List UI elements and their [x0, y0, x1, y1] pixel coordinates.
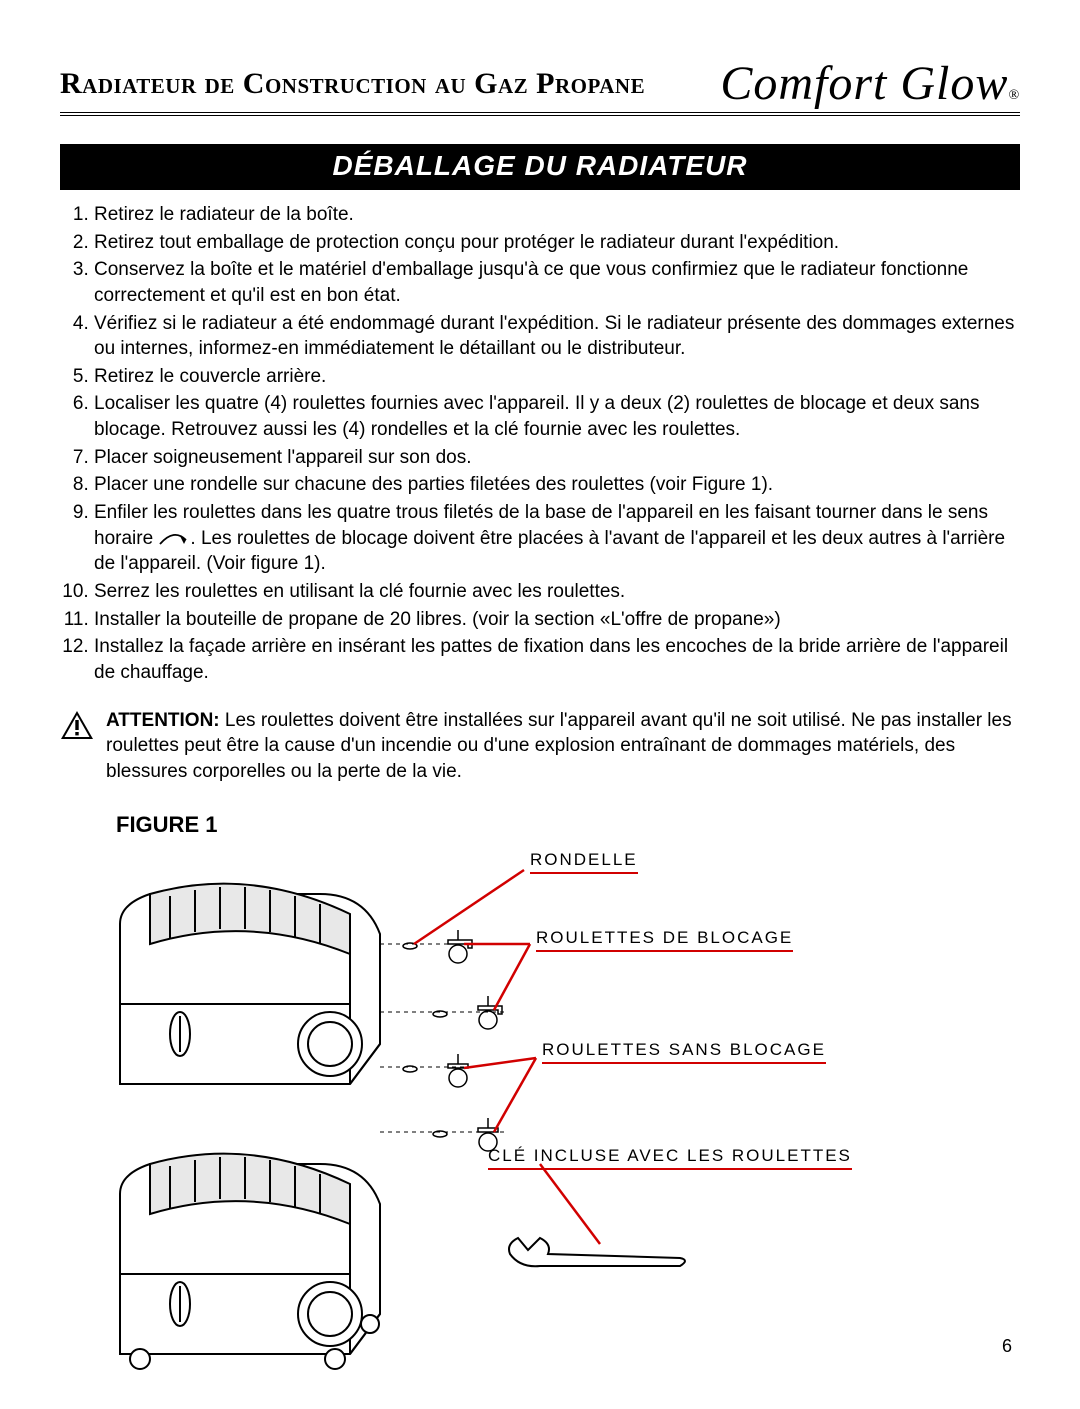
- section-title: DÉBALLAGE DU RADIATEUR: [60, 144, 1020, 190]
- list-item: Serrez les roulettes en utilisant la clé…: [94, 579, 1020, 605]
- step-text: Retirez le couvercle arrière.: [94, 366, 326, 387]
- callout-washer: RONDELLE: [530, 850, 638, 874]
- attention-label: ATTENTION:: [106, 710, 220, 731]
- attention-text: ATTENTION: Les roulettes doivent être in…: [106, 708, 1020, 785]
- step-text: Retirez le radiateur de la boîte.: [94, 204, 354, 225]
- steps-list: Retirez le radiateur de la boîte. Retire…: [60, 202, 1020, 686]
- callout-wrench: CLÉ INCLUSE AVEC LES ROULETTES: [488, 1146, 852, 1170]
- step-text: Serrez les roulettes en utilisant la clé…: [94, 581, 625, 602]
- step-text: Installez la façade arrière en insérant …: [94, 636, 1008, 683]
- figure-diagram: RONDELLE ROULETTES DE BLOCAGE ROULETTES …: [80, 844, 1010, 1404]
- list-item: Retirez le radiateur de la boîte.: [94, 202, 1020, 228]
- page-header: Radiateur de Construction au Gaz Propane…: [60, 60, 1020, 116]
- attention-block: ATTENTION: Les roulettes doivent être in…: [60, 708, 1020, 785]
- list-item: Retirez le couvercle arrière.: [94, 364, 1020, 390]
- step-text: Vérifiez si le radiateur a été endommagé…: [94, 313, 1014, 360]
- warning-icon: [60, 710, 94, 740]
- list-item: Conservez la boîte et le matériel d'emba…: [94, 257, 1020, 308]
- list-item: Placer une rondelle sur chacune des part…: [94, 472, 1020, 498]
- brand-text: Comfort Glow: [720, 57, 1008, 110]
- step-text: Enfiler les roulettes dans les quatre tr…: [94, 502, 1005, 574]
- page-number: 6: [1002, 1336, 1012, 1357]
- list-item: Installer la bouteille de propane de 20 …: [94, 607, 1020, 633]
- figure-title: FIGURE 1: [116, 812, 1020, 838]
- step-text: Conservez la boîte et le matériel d'emba…: [94, 259, 968, 306]
- brand-logo: Comfort Glow®: [720, 60, 1020, 108]
- list-item: Installez la façade arrière en insérant …: [94, 634, 1020, 685]
- step-text: Placer soigneusement l'appareil sur son …: [94, 447, 472, 468]
- list-item: Localiser les quatre (4) roulettes fourn…: [94, 391, 1020, 442]
- list-item: Enfiler les roulettes dans les quatre tr…: [94, 500, 1020, 577]
- brand-registered-icon: ®: [1008, 88, 1020, 103]
- list-item: Placer soigneusement l'appareil sur son …: [94, 445, 1020, 471]
- callout-nonlocking-casters: ROULETTES SANS BLOCAGE: [542, 1040, 826, 1064]
- header-title: Radiateur de Construction au Gaz Propane: [60, 67, 645, 101]
- attention-body: Les roulettes doivent être installées su…: [106, 710, 1012, 782]
- page: Radiateur de Construction au Gaz Propane…: [0, 0, 1080, 1397]
- list-item: Retirez tout emballage de protection con…: [94, 230, 1020, 256]
- step-text: Localiser les quatre (4) roulettes fourn…: [94, 393, 980, 440]
- step-text: Installer la bouteille de propane de 20 …: [94, 609, 781, 630]
- list-item: Vérifiez si le radiateur a été endommagé…: [94, 311, 1020, 362]
- step-text: Placer une rondelle sur chacune des part…: [94, 474, 773, 495]
- step-text: Retirez tout emballage de protection con…: [94, 232, 839, 253]
- callout-locking-casters: ROULETTES DE BLOCAGE: [536, 928, 793, 952]
- clockwise-arrow-icon: [158, 532, 190, 546]
